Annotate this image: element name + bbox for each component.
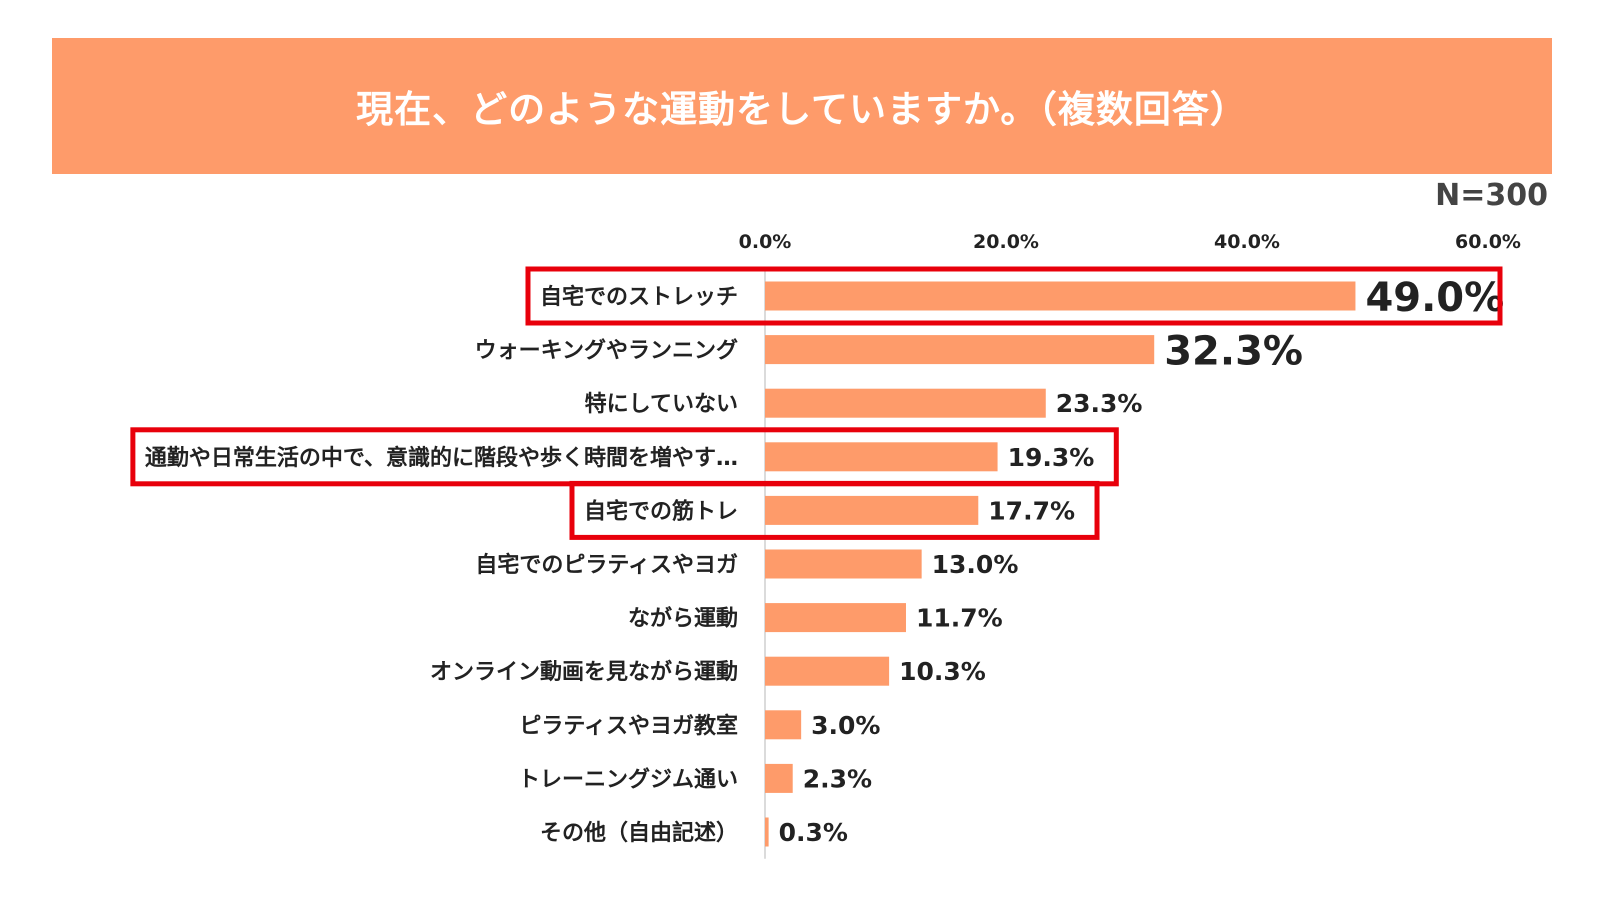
category-label: トレーニングジム通い [518, 766, 738, 792]
category-label: ながら運動 [628, 606, 738, 632]
x-tick-label: 20.0% [973, 231, 1039, 253]
bar [765, 656, 890, 686]
category-label: オンライン動画を見ながら運動 [430, 659, 738, 685]
bar [765, 549, 922, 579]
category-label: 通勤や日常生活の中で、意識的に階段や歩く時間を増やす… [145, 445, 738, 471]
value-label: 19.3% [1008, 443, 1095, 472]
value-label: 32.3% [1164, 329, 1303, 375]
bar [765, 763, 793, 793]
bar [765, 388, 1046, 418]
x-tick-label: 0.0% [739, 231, 792, 253]
title-banner: 現在、どのような運動をしていますか。（複数回答） [52, 38, 1552, 174]
category-label: 自宅での筋トレ [584, 498, 738, 524]
value-label: 10.3% [899, 657, 986, 686]
value-label: 13.0% [932, 550, 1019, 579]
x-tick-label: 40.0% [1214, 231, 1280, 253]
bar [765, 281, 1356, 311]
x-tick-label: 60.0% [1455, 231, 1521, 253]
chart-title: 現在、どのような運動をしていますか。（複数回答） [356, 88, 1248, 131]
value-labels: 49.0% 32.3% 23.3% 19.3% 17.7% 13.0% 11.7% 10.3%… [779, 275, 1505, 847]
category-label: 特にしていない [585, 391, 738, 417]
category-label: ピラティスやヨガ教室 [519, 713, 738, 739]
highlight-box [525, 266, 1503, 326]
bar [765, 603, 906, 633]
bar [765, 495, 979, 525]
bar [765, 335, 1155, 365]
bar [765, 817, 769, 847]
value-label: 49.0% [1365, 275, 1504, 321]
highlight-box [569, 480, 1100, 540]
bar [765, 442, 998, 472]
value-label: 23.3% [1056, 389, 1143, 418]
x-axis-ticks: 0.0% 20.0% 40.0% 60.0% [739, 231, 1521, 253]
value-label: 11.7% [916, 604, 1003, 633]
highlight-boxes [130, 266, 1503, 540]
category-label: ウォーキングやランニング [475, 338, 738, 364]
bars [765, 281, 1356, 847]
sample-size-label: N=300 [1435, 178, 1548, 213]
category-label: 自宅でのピラティスやヨガ [475, 552, 738, 578]
value-label: 17.7% [988, 496, 1075, 525]
category-label: その他（自由記述） [540, 820, 738, 846]
value-label: 3.0% [811, 711, 880, 740]
category-label: 自宅でのストレッチ [540, 284, 738, 310]
category-labels: 自宅でのストレッチウォーキングやランニング特にしていない通勤や日常生活の中で、意… [145, 284, 738, 846]
value-label: 0.3% [779, 818, 848, 847]
value-label: 2.3% [803, 764, 872, 793]
bar [765, 710, 802, 740]
